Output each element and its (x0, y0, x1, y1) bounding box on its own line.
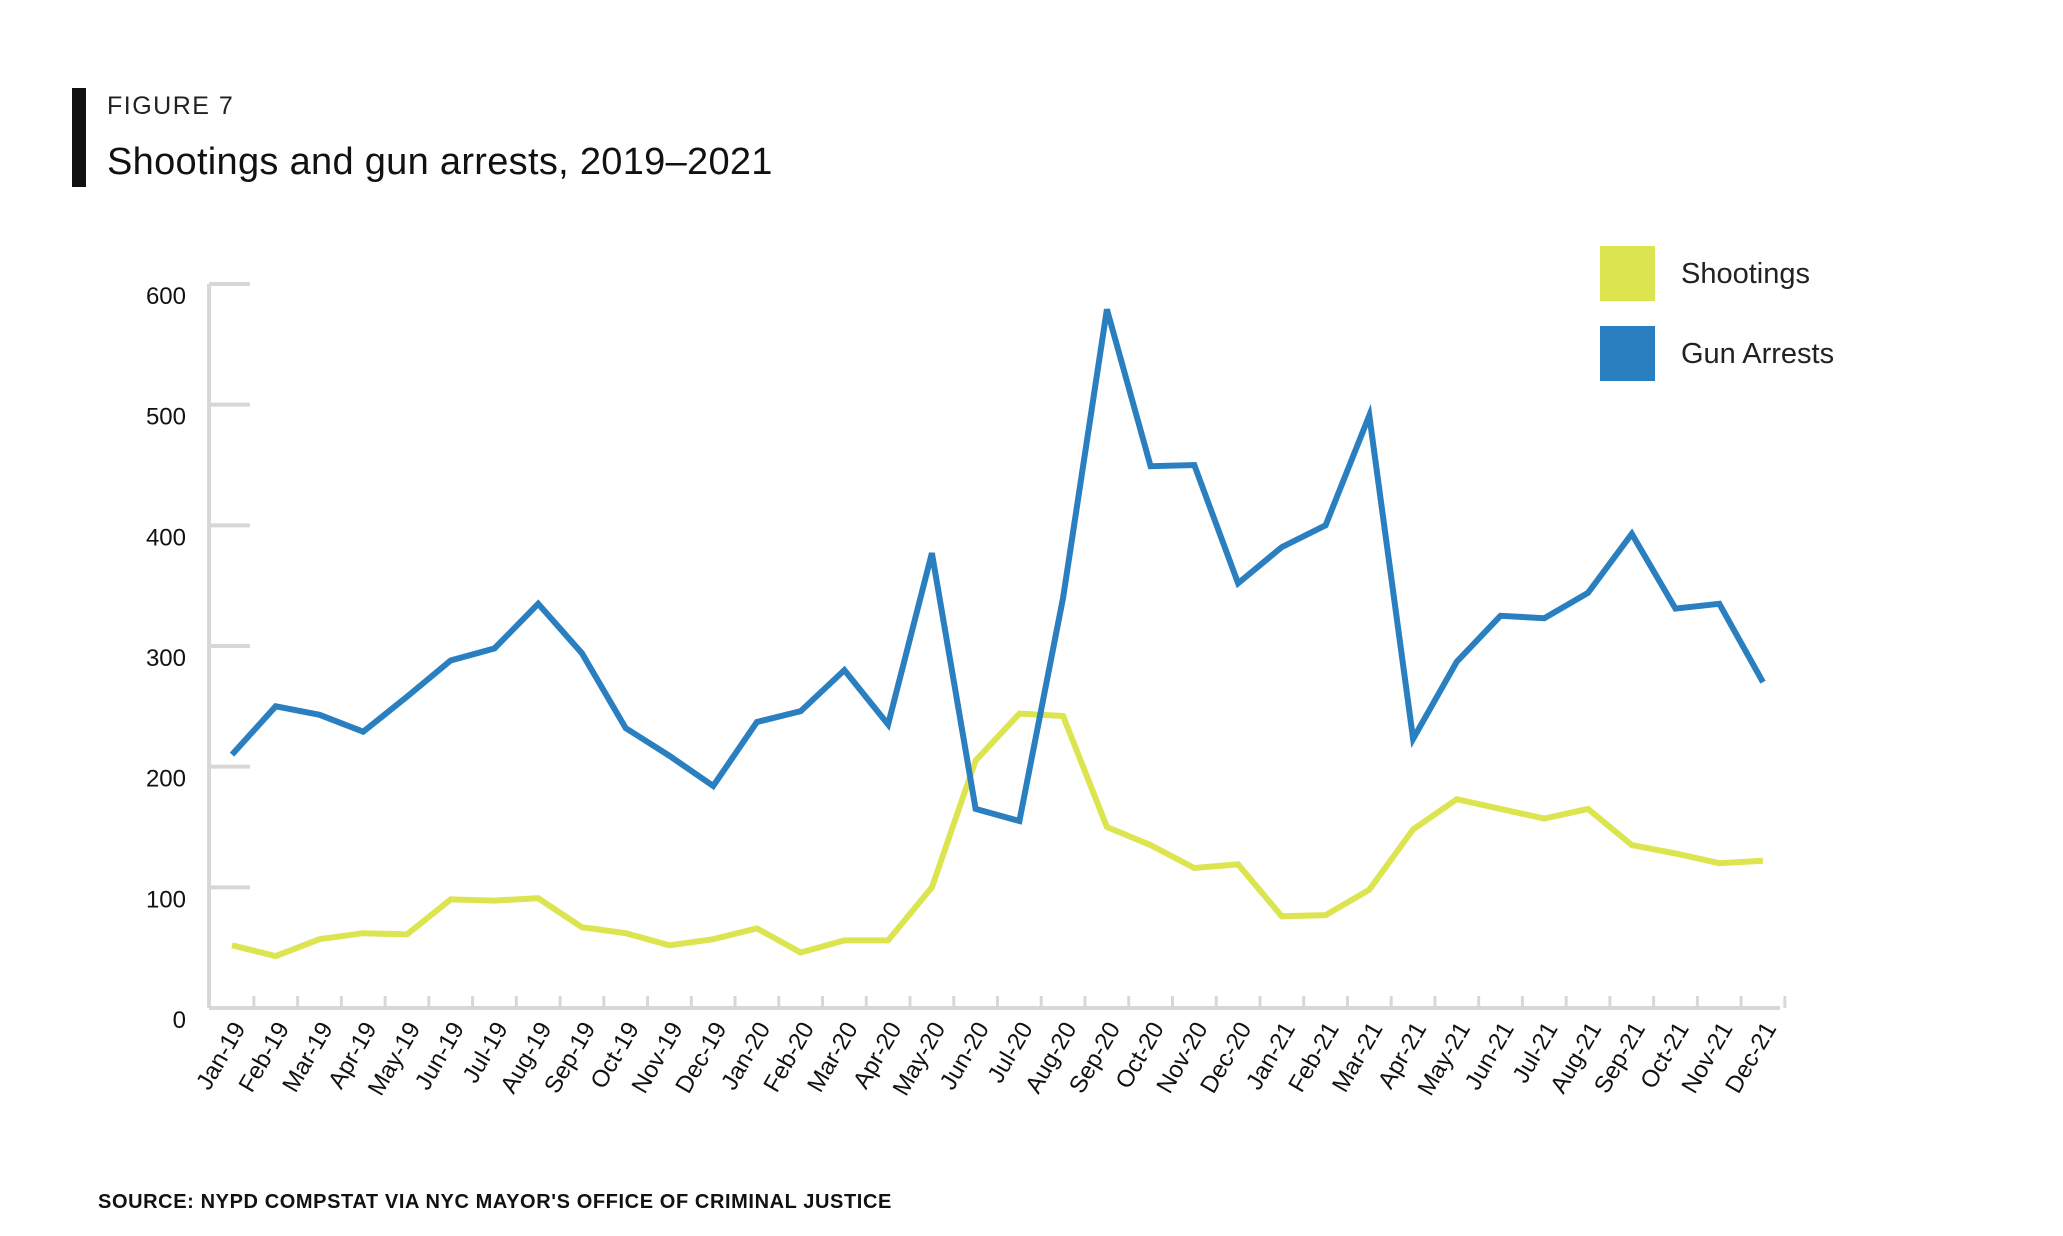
series-lines (229, 308, 1766, 960)
figure-accent-bar (72, 88, 86, 187)
gun-arrests-legend-swatch (1600, 326, 1655, 381)
shootings-line (231, 710, 1764, 960)
gun-arrests-line (229, 308, 1766, 825)
shootings-legend-swatch (1600, 246, 1655, 301)
x-axis-ticks: Jan-19Feb-19Mar-19Apr-19May-19Jun-19Jul-… (191, 996, 1787, 1100)
shootings-legend-label: Shootings (1681, 258, 1810, 290)
chart-title: Shootings and gun arrests, 2019–2021 (107, 141, 773, 183)
y-tick-label: 400 (146, 524, 186, 551)
gun-arrests-legend-label: Gun Arrests (1681, 338, 1834, 370)
y-axis-ticks: 0 100 200 300 400 500 600 (146, 282, 250, 1034)
y-tick-label: 300 (146, 645, 186, 672)
y-tick-label: 200 (146, 766, 186, 793)
legend: Shootings Gun Arrests (1600, 246, 1834, 381)
y-tick-label: 500 (146, 404, 186, 431)
y-tick-label: 600 (146, 283, 186, 310)
figure-label: FIGURE 7 (107, 92, 235, 120)
axes (207, 284, 1780, 1010)
source-note: SOURCE: NYPD COMPSTAT VIA NYC MAYOR'S OF… (98, 1191, 892, 1213)
y-tick-label: 100 (146, 886, 186, 913)
y-tick-label: 0 (173, 1007, 186, 1034)
